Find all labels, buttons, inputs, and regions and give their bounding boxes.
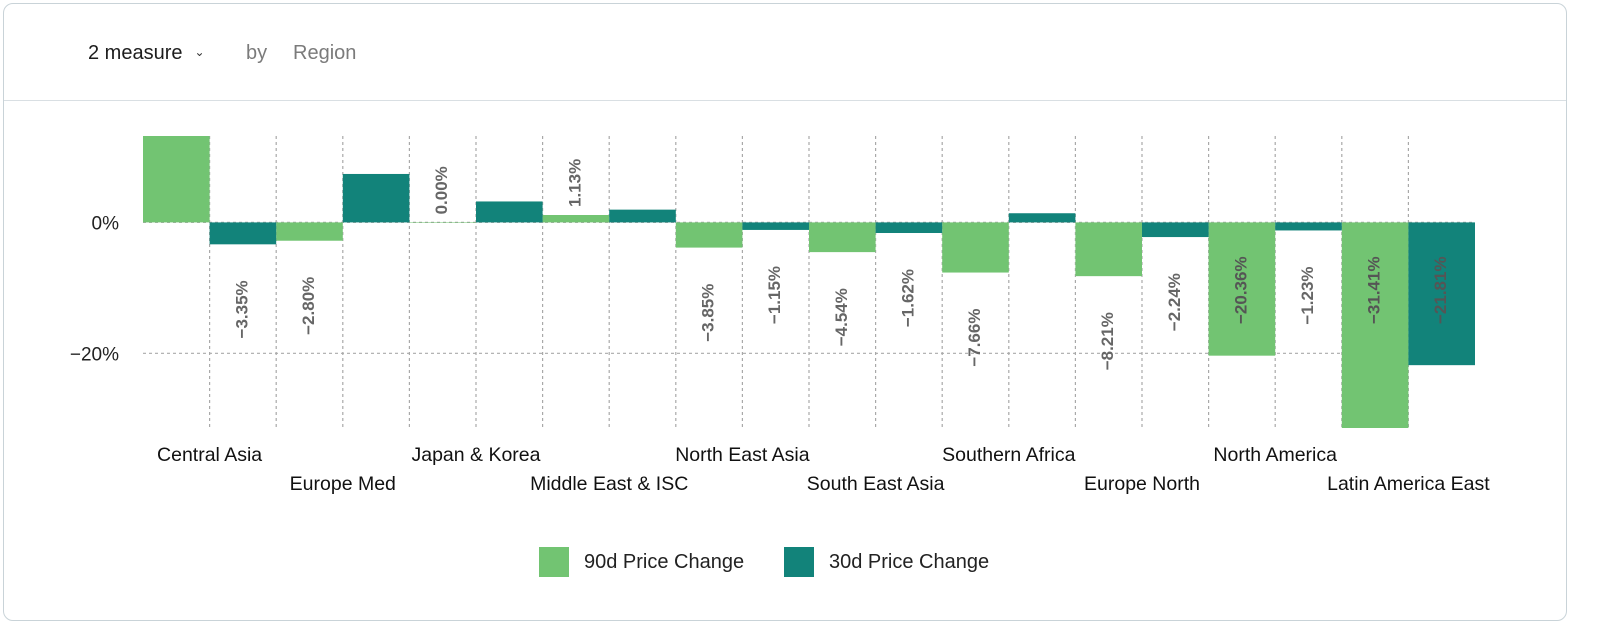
bar — [942, 222, 1009, 273]
legend-label-30d: 30d Price Change — [829, 550, 990, 573]
x-category-label: North America — [1213, 444, 1337, 466]
dimension-selector[interactable]: Region — [293, 42, 357, 64]
x-category-label: North East Asia — [675, 444, 810, 466]
by-label: by — [246, 42, 268, 64]
legend-item-90d[interactable]: 90d Price Change — [539, 547, 744, 577]
y-tick-label: −20% — [70, 344, 119, 365]
bar — [1208, 222, 1276, 356]
x-category-label: Latin America East — [1327, 473, 1490, 495]
legend-label-90d: 90d Price Change — [584, 550, 745, 573]
x-category-label: Japan & Korea — [411, 444, 540, 466]
bar — [1341, 222, 1409, 428]
data-label: −20.36% — [1231, 256, 1250, 324]
x-category-label: Europe Med — [290, 473, 396, 495]
bar — [875, 222, 943, 234]
x-category-label: Central Asia — [157, 444, 262, 466]
x-category-label: Middle East & ISC — [530, 473, 688, 495]
bar — [1275, 222, 1342, 231]
data-label: 1.13% — [565, 159, 584, 207]
data-label: −3.85% — [699, 284, 718, 342]
x-category-label: Southern Africa — [942, 444, 1075, 466]
bar — [276, 222, 343, 241]
x-category-label: South East Asia — [807, 473, 945, 495]
bar — [409, 222, 476, 223]
bar — [542, 215, 610, 223]
data-label: −1.23% — [1298, 266, 1317, 324]
bar — [342, 173, 410, 223]
bar — [609, 209, 676, 223]
data-label: −4.54% — [832, 288, 851, 346]
data-label: −1.15% — [765, 266, 784, 324]
bar — [742, 222, 809, 230]
x-category-label: Europe North — [1084, 473, 1200, 495]
bar — [1142, 222, 1209, 238]
bar — [1008, 213, 1076, 223]
data-label: −8.21% — [1098, 312, 1117, 370]
measure-label: 2 measure — [88, 42, 183, 64]
bar — [1408, 222, 1475, 366]
data-label: −1.62% — [898, 269, 917, 327]
chevron-down-icon: ⌄ — [194, 44, 205, 59]
data-label: −3.35% — [232, 280, 251, 338]
bar — [675, 222, 743, 248]
chart-toolbar: 2 measure ⌄ by Region — [4, 4, 1566, 101]
legend-swatch-30d — [784, 547, 814, 577]
data-label: −7.66% — [965, 309, 984, 367]
bar — [809, 222, 876, 253]
data-label: −2.24% — [1165, 273, 1184, 331]
bar — [476, 201, 543, 223]
chart-card: 2 measure ⌄ by Region 0% −20% −2.80% 0.00% 1… — [3, 3, 1567, 621]
data-label: −21.81% — [1431, 256, 1450, 324]
bar — [1075, 222, 1142, 277]
legend-swatch-90d — [539, 547, 569, 577]
y-tick-label: 0% — [92, 213, 120, 234]
measure-dropdown[interactable]: 2 measure ⌄ — [88, 42, 205, 65]
legend-item-30d[interactable]: 30d Price Change — [784, 547, 989, 577]
bar — [143, 136, 210, 223]
bar-chart: 0% −20% −2.80% 0.00% 1.13% −3.85% −4.54% −7.66%… — [70, 136, 1490, 495]
data-label: −2.80% — [299, 277, 318, 335]
data-label: 0.00% — [432, 166, 451, 214]
data-label: −31.41% — [1365, 256, 1384, 324]
bar — [209, 222, 277, 245]
